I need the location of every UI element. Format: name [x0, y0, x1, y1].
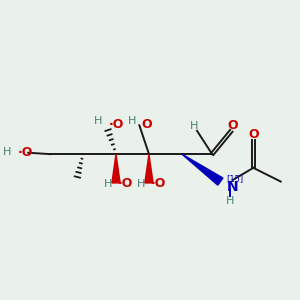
Text: ·O: ·O — [109, 118, 124, 131]
Text: O: O — [142, 118, 152, 131]
Text: H: H — [94, 116, 102, 126]
Polygon shape — [182, 154, 223, 185]
Text: ·O: ·O — [118, 177, 134, 190]
Text: N: N — [226, 179, 238, 194]
Text: H: H — [103, 179, 112, 189]
Text: ·O: ·O — [151, 177, 166, 190]
Text: H: H — [128, 116, 136, 126]
Text: [15]: [15] — [226, 174, 244, 183]
Polygon shape — [145, 154, 153, 183]
Text: O: O — [227, 119, 238, 132]
Text: O: O — [248, 128, 259, 141]
Text: ·O: ·O — [18, 146, 33, 159]
Text: H: H — [3, 147, 12, 157]
Text: H: H — [136, 179, 145, 189]
Polygon shape — [112, 154, 120, 183]
Text: H: H — [190, 121, 199, 131]
Text: H: H — [226, 196, 234, 206]
